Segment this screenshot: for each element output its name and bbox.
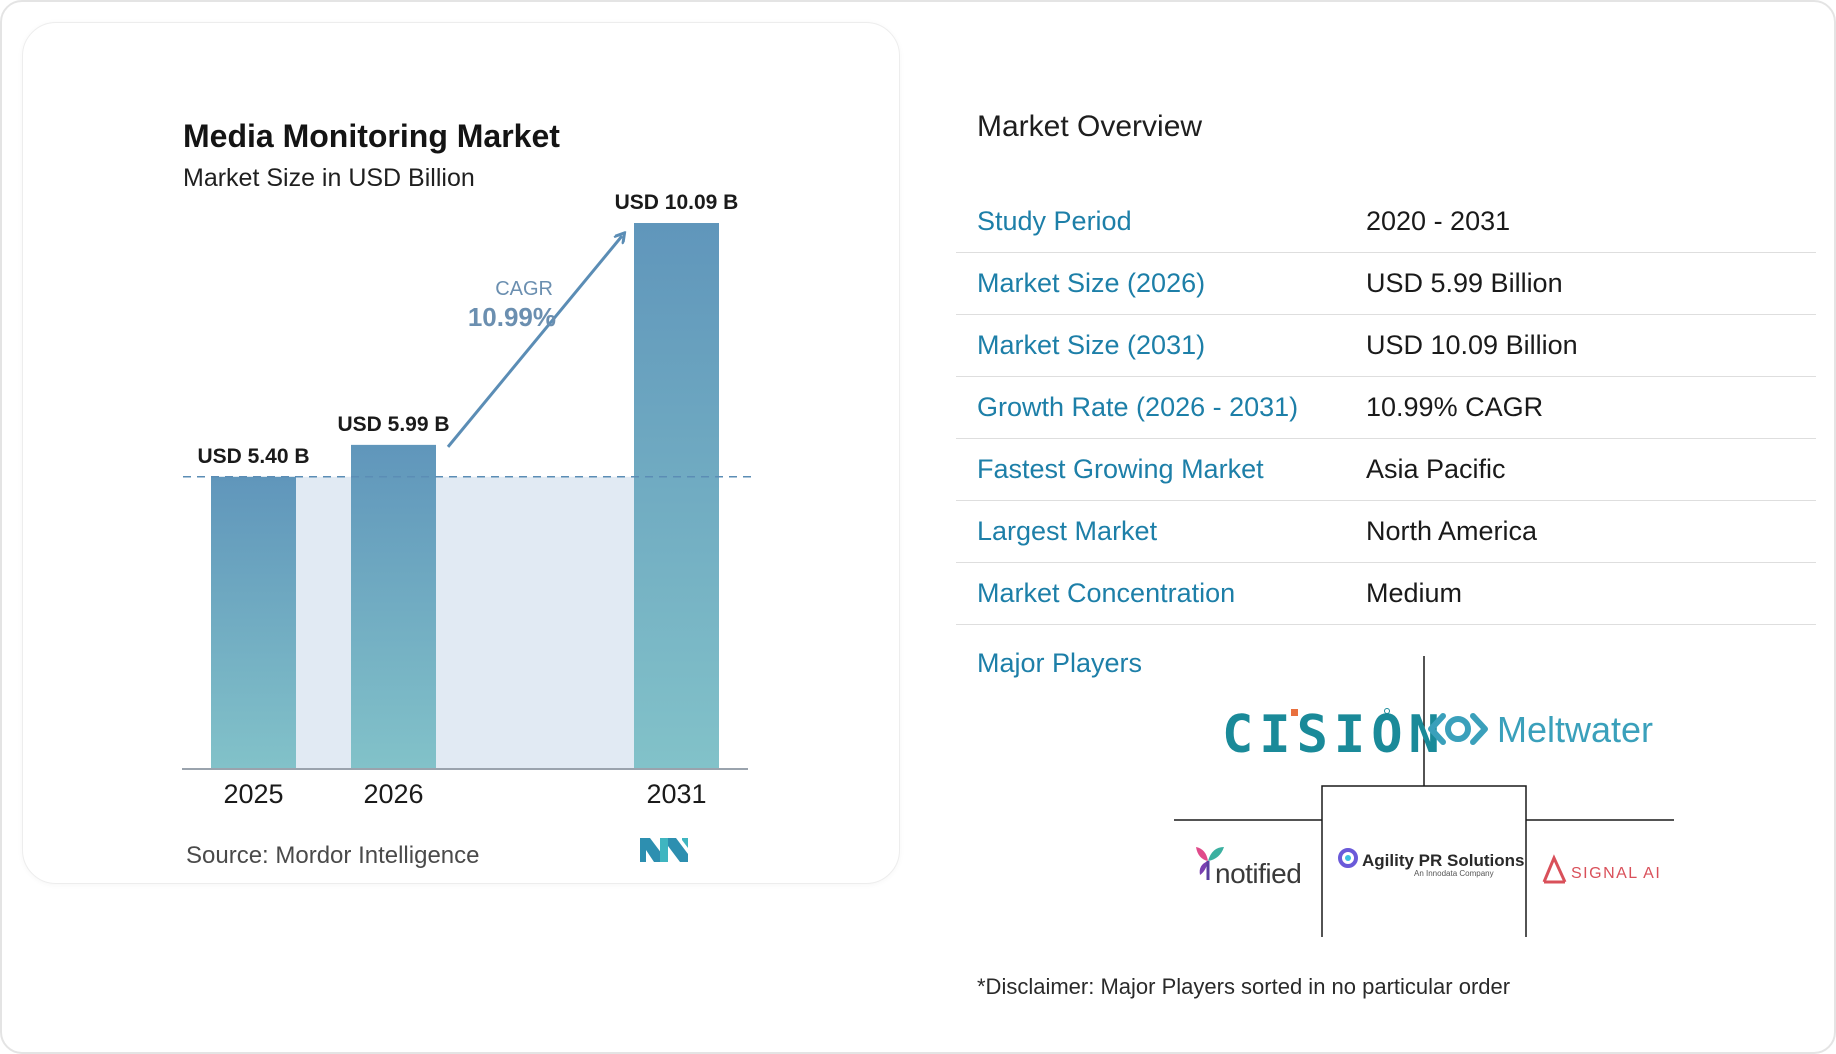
major-players-label: Major Players (977, 648, 1143, 678)
overview-row-value: North America (1366, 516, 1538, 546)
source-note: Source: Mordor Intelligence (186, 842, 480, 869)
disclaimer-note: *Disclaimer: Major Players sorted in no … (977, 974, 1511, 999)
overview-row-label: Growth Rate (2026 - 2031) (977, 392, 1299, 422)
overview-row: Growth Rate (2026 - 2031) 10.99% CAGR (956, 376, 1816, 439)
overview-row-value: 2020 - 2031 (1366, 206, 1511, 236)
overview-row-value: USD 10.09 Billion (1366, 330, 1578, 360)
bar-value-label: USD 5.99 B (337, 413, 449, 436)
overview-row-label: Study Period (977, 206, 1132, 236)
bar-2026 (351, 444, 436, 769)
bar-chart: USD 5.40 B 2025 USD 5.99 B 2026 USD 10.09 B 2… (182, 191, 752, 809)
overview-row-value: Medium (1366, 578, 1463, 608)
overview-row: Fastest Growing Market Asia Pacific (956, 438, 1816, 501)
x-tick-label: 2025 (223, 779, 283, 809)
cagr-value: 10.99% (468, 302, 556, 332)
overview-row-label: Largest Market (977, 516, 1158, 546)
bar-2025 (211, 476, 296, 769)
x-tick-label: 2026 (363, 779, 423, 809)
overview-row-value: 10.99% CAGR (1366, 392, 1544, 422)
overview-row: Market Size (2031) USD 10.09 Billion (956, 314, 1816, 377)
cagr-arrow (446, 236, 622, 448)
overview-row: Market Concentration Medium (956, 562, 1816, 625)
bar-value-label: USD 5.40 B (197, 445, 309, 468)
overview-row-value: Asia Pacific (1366, 454, 1506, 484)
overview-row-value: USD 5.99 Billion (1366, 268, 1563, 298)
bar-2031 (634, 223, 719, 769)
overview-title: Market Overview (977, 110, 1203, 143)
overview-row: Study Period 2020 - 2031 (956, 190, 1816, 253)
overview-row-label: Market Size (2031) (977, 330, 1206, 360)
overview-row-label: Fastest Growing Market (977, 454, 1264, 484)
cagr-label: CAGR (495, 278, 553, 300)
overview-row-label: Market Size (2026) (977, 268, 1206, 298)
bar-value-label: USD 10.09 B (615, 191, 739, 214)
overview-row: Market Size (2026) USD 5.99 Billion (956, 252, 1816, 315)
mordor-intelligence-logo (640, 838, 688, 862)
x-tick-label: 2031 (646, 779, 706, 809)
overview-row: Largest Market North America (956, 500, 1816, 563)
chart-subtitle: Market Size in USD Billion (183, 164, 475, 192)
chart-title: Media Monitoring Market (183, 118, 560, 154)
overview-row-label: Market Concentration (977, 578, 1236, 608)
